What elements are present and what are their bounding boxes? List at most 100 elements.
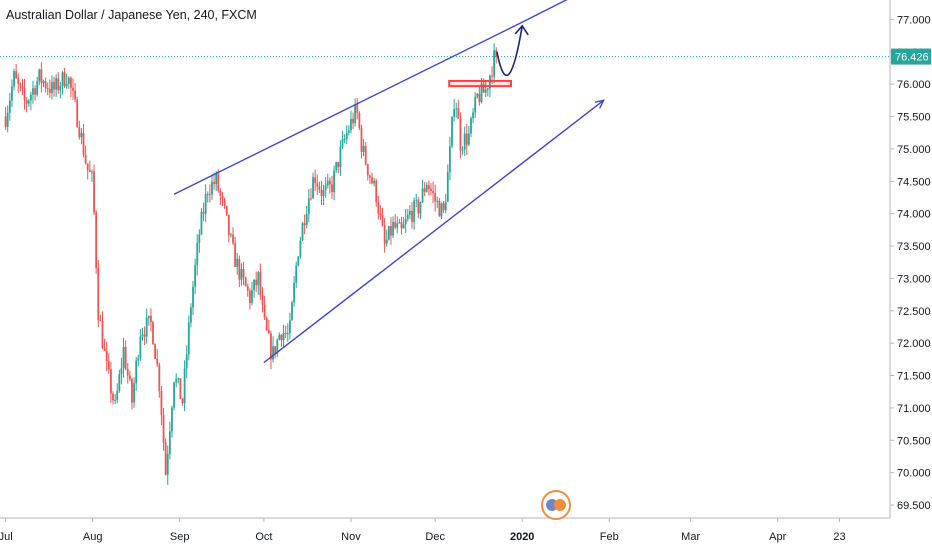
candle-body bbox=[270, 333, 272, 360]
candle-body bbox=[291, 302, 293, 321]
candle-body bbox=[42, 81, 45, 83]
candle-body bbox=[34, 88, 36, 95]
candle-body bbox=[402, 224, 405, 229]
y-tick-label: 71.000 bbox=[897, 403, 931, 415]
candle-body bbox=[316, 183, 319, 187]
candle-body bbox=[55, 78, 58, 90]
candle-body bbox=[394, 221, 397, 228]
candle-body bbox=[253, 279, 255, 291]
candle-body bbox=[293, 282, 295, 303]
x-tick-label: 23 bbox=[833, 531, 845, 543]
candle-body bbox=[198, 234, 201, 243]
y-tick-label: 73.500 bbox=[897, 241, 931, 253]
candle-body bbox=[135, 360, 138, 384]
candle-body bbox=[331, 184, 333, 193]
candle-body bbox=[255, 279, 258, 286]
candle-body bbox=[278, 334, 281, 340]
candle-body bbox=[263, 304, 266, 318]
candle-body bbox=[356, 104, 359, 113]
candle-body bbox=[67, 77, 70, 85]
candle-body bbox=[272, 346, 274, 360]
candle-body bbox=[171, 407, 173, 432]
candle-body bbox=[11, 86, 13, 101]
candle-body bbox=[470, 118, 472, 134]
candle-body bbox=[482, 83, 485, 93]
tradingview-logo[interactable] bbox=[541, 490, 571, 520]
candle-body bbox=[19, 83, 22, 86]
candle-body bbox=[335, 162, 338, 171]
candle-body bbox=[206, 193, 209, 195]
candle-body bbox=[15, 71, 18, 79]
candle-body bbox=[61, 72, 64, 87]
candle-body bbox=[200, 211, 203, 235]
candle-body bbox=[430, 188, 432, 191]
candle-body bbox=[246, 286, 249, 291]
candle-body bbox=[461, 149, 464, 151]
projection-curve bbox=[496, 25, 523, 76]
candle-body bbox=[223, 198, 226, 206]
candle-body bbox=[366, 164, 369, 176]
candle-body bbox=[381, 214, 384, 226]
candle-body bbox=[417, 199, 420, 214]
candle-body bbox=[6, 112, 9, 127]
candle-body bbox=[438, 200, 441, 217]
x-tick-label: Apr bbox=[769, 531, 786, 543]
candle-body bbox=[364, 146, 367, 165]
candle-body bbox=[484, 89, 487, 93]
candle-body bbox=[63, 72, 66, 87]
candle-body bbox=[396, 223, 399, 228]
candle-body bbox=[187, 322, 190, 355]
candle-body bbox=[72, 87, 74, 91]
candle-body bbox=[107, 361, 110, 370]
candle-body bbox=[120, 368, 123, 375]
candle-body bbox=[181, 398, 184, 404]
candle-body bbox=[371, 177, 373, 184]
candle-body bbox=[455, 108, 458, 110]
x-tick-label: Nov bbox=[341, 531, 361, 543]
candle-body bbox=[284, 333, 287, 335]
candle-body bbox=[400, 222, 403, 229]
candle-body bbox=[406, 214, 409, 220]
candle-body bbox=[194, 265, 197, 287]
candle-body bbox=[202, 211, 205, 214]
candle-body bbox=[48, 88, 51, 93]
candle-body bbox=[118, 374, 121, 391]
candle-body bbox=[152, 322, 154, 345]
candle-body bbox=[17, 78, 20, 84]
candle-body bbox=[377, 202, 380, 214]
candle-body bbox=[221, 195, 224, 199]
candle-body bbox=[162, 414, 165, 443]
candle-body bbox=[314, 177, 317, 184]
candle-body bbox=[51, 81, 53, 93]
candle-body bbox=[423, 188, 426, 192]
candle-body bbox=[310, 198, 312, 200]
y-tick-label: 70.000 bbox=[897, 468, 931, 480]
candle-body bbox=[101, 320, 104, 349]
candle-body bbox=[128, 375, 131, 380]
x-tick-label: Oct bbox=[255, 531, 272, 543]
candle-body bbox=[280, 334, 283, 341]
candle-body bbox=[368, 175, 371, 178]
channel-lower-line-arrowhead bbox=[594, 99, 605, 109]
candle-body bbox=[91, 171, 93, 173]
candle-body bbox=[53, 81, 55, 90]
candle-body bbox=[236, 259, 239, 267]
candle-body bbox=[440, 203, 443, 217]
candle-body bbox=[40, 69, 43, 83]
candle-body bbox=[303, 223, 306, 226]
candle-body bbox=[80, 133, 83, 138]
y-tick-label: 74.500 bbox=[897, 176, 931, 188]
candle-body bbox=[25, 100, 28, 104]
candle-body bbox=[84, 154, 87, 164]
candle-body bbox=[232, 234, 234, 244]
candle-body bbox=[44, 81, 47, 89]
candle-body bbox=[390, 226, 392, 236]
candle-body bbox=[177, 378, 180, 380]
candle-body bbox=[312, 177, 314, 199]
candle-body bbox=[409, 210, 411, 215]
candle-body bbox=[305, 213, 308, 226]
candle-body bbox=[57, 78, 60, 91]
candle-body bbox=[486, 88, 489, 90]
candle-body bbox=[419, 202, 422, 214]
